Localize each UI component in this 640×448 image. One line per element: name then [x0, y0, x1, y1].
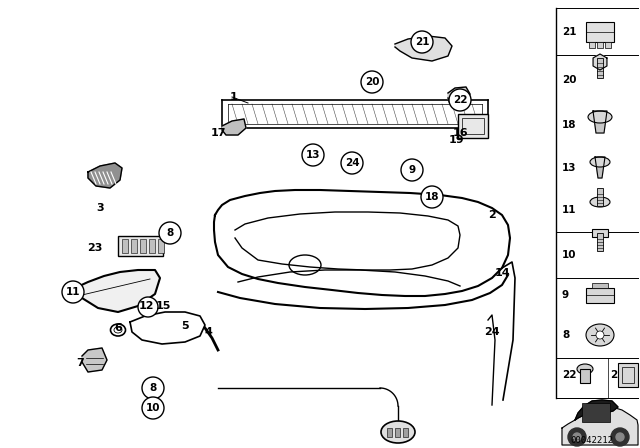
Ellipse shape — [590, 157, 610, 167]
Bar — [149, 239, 155, 253]
Ellipse shape — [577, 364, 593, 374]
Bar — [131, 239, 137, 253]
Ellipse shape — [111, 324, 125, 336]
Text: 17: 17 — [211, 128, 226, 138]
Bar — [387, 428, 392, 437]
Text: 8: 8 — [166, 228, 173, 238]
Circle shape — [573, 433, 581, 441]
Text: 18: 18 — [425, 192, 439, 202]
Text: 15: 15 — [156, 301, 171, 311]
Circle shape — [361, 71, 383, 93]
Bar — [586, 288, 614, 303]
Circle shape — [341, 152, 363, 174]
Text: 8: 8 — [149, 383, 157, 393]
Ellipse shape — [586, 324, 614, 346]
Text: 24: 24 — [345, 158, 359, 168]
Polygon shape — [593, 111, 607, 133]
Bar — [589, 42, 595, 48]
Ellipse shape — [381, 421, 415, 443]
Ellipse shape — [590, 197, 610, 207]
Circle shape — [449, 89, 471, 111]
Text: 9: 9 — [408, 165, 415, 175]
Text: 12: 12 — [138, 301, 154, 311]
Circle shape — [421, 186, 443, 208]
Bar — [395, 428, 400, 437]
Text: 00042212: 00042212 — [570, 436, 613, 445]
Circle shape — [138, 297, 158, 317]
Text: 19: 19 — [448, 135, 464, 145]
Text: 16: 16 — [452, 128, 468, 138]
Circle shape — [302, 144, 324, 166]
Text: 18: 18 — [562, 120, 577, 130]
Text: 2: 2 — [488, 210, 496, 220]
Bar — [140, 239, 146, 253]
Bar — [122, 239, 128, 253]
Bar — [403, 428, 408, 437]
Text: 1: 1 — [230, 92, 238, 102]
Circle shape — [142, 397, 164, 419]
Bar — [158, 239, 164, 253]
Circle shape — [616, 433, 624, 441]
Text: 21: 21 — [562, 27, 577, 37]
Bar — [118, 236, 163, 256]
Bar — [597, 233, 603, 251]
Text: 11: 11 — [66, 287, 80, 297]
Bar — [586, 22, 614, 42]
Bar — [580, 369, 590, 383]
Ellipse shape — [588, 111, 612, 123]
Bar — [462, 118, 484, 134]
Bar — [592, 283, 608, 288]
Text: 22: 22 — [452, 95, 467, 105]
Text: 20: 20 — [365, 77, 380, 87]
Bar — [597, 58, 603, 78]
Text: 21: 21 — [415, 37, 429, 47]
Polygon shape — [88, 163, 122, 188]
Polygon shape — [593, 54, 607, 70]
Text: 10: 10 — [562, 250, 577, 260]
Text: 7: 7 — [76, 358, 84, 368]
Circle shape — [596, 331, 604, 339]
Polygon shape — [75, 270, 160, 312]
Polygon shape — [575, 400, 618, 420]
Text: 3: 3 — [96, 203, 104, 213]
Circle shape — [401, 159, 423, 181]
Bar — [622, 367, 634, 383]
Polygon shape — [448, 87, 470, 108]
Bar — [618, 363, 638, 387]
Polygon shape — [222, 119, 246, 135]
Text: 8: 8 — [562, 330, 569, 340]
Bar — [605, 42, 611, 48]
Polygon shape — [395, 36, 452, 61]
Text: 10: 10 — [146, 403, 160, 413]
Text: 2: 2 — [610, 370, 617, 380]
Text: 23: 23 — [87, 243, 102, 253]
Polygon shape — [562, 407, 638, 445]
Bar — [597, 188, 603, 206]
Bar — [597, 42, 603, 48]
Text: 22: 22 — [562, 370, 577, 380]
Circle shape — [411, 31, 433, 53]
Circle shape — [142, 377, 164, 399]
Text: 6: 6 — [114, 323, 122, 333]
Text: 24: 24 — [484, 327, 500, 337]
Text: 4: 4 — [204, 327, 212, 337]
Bar — [458, 114, 488, 138]
Text: 5: 5 — [181, 321, 189, 331]
Circle shape — [62, 281, 84, 303]
Circle shape — [611, 428, 629, 446]
Polygon shape — [595, 157, 605, 178]
Text: 20: 20 — [562, 75, 577, 85]
Polygon shape — [82, 348, 107, 372]
Circle shape — [568, 428, 586, 446]
Text: 13: 13 — [562, 163, 577, 173]
Bar — [592, 229, 608, 237]
Text: 9: 9 — [562, 290, 569, 300]
Circle shape — [159, 222, 181, 244]
Text: 14: 14 — [495, 268, 511, 278]
Text: 11: 11 — [562, 205, 577, 215]
Text: 13: 13 — [306, 150, 320, 160]
Bar — [582, 403, 610, 422]
